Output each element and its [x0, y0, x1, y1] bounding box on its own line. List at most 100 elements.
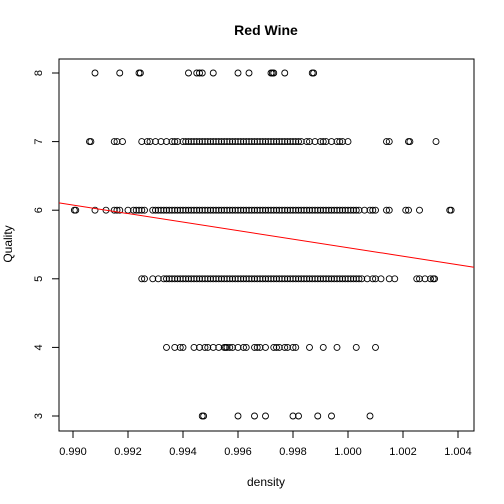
data-point: [333, 206, 341, 214]
data-point: [292, 138, 300, 146]
data-point: [297, 138, 305, 146]
data-point: [319, 138, 327, 146]
data-point: [193, 206, 201, 214]
data-point: [201, 275, 209, 283]
plot-frame: [58, 58, 475, 432]
data-point: [270, 343, 278, 351]
data-point: [330, 206, 338, 214]
x-tick-label: 1.002: [389, 446, 417, 458]
data-point: [251, 275, 258, 283]
data-point: [168, 275, 176, 283]
data-point: [358, 275, 366, 283]
data-point: [234, 206, 242, 214]
data-point: [146, 138, 154, 146]
data-point: [256, 343, 264, 351]
data-point: [286, 138, 294, 146]
data-point: [237, 206, 245, 214]
data-point: [193, 275, 201, 283]
data-point: [251, 206, 258, 214]
data-point: [245, 206, 253, 214]
data-point: [171, 343, 179, 351]
data-point: [229, 138, 236, 146]
data-point: [245, 275, 253, 283]
data-point: [339, 275, 346, 283]
y-tick-label: 4: [33, 344, 45, 350]
x-tick-label: 1.004: [444, 446, 472, 458]
data-point: [300, 275, 308, 283]
data-point: [311, 138, 319, 146]
data-point: [391, 275, 399, 283]
data-point: [281, 138, 289, 146]
data-point: [256, 206, 264, 214]
data-point: [284, 138, 291, 146]
data-point: [113, 206, 121, 214]
data-point: [174, 206, 181, 214]
data-point: [303, 275, 311, 283]
data-point: [295, 275, 302, 283]
data-point: [229, 206, 236, 214]
data-point: [226, 138, 234, 146]
data-point: [350, 206, 357, 214]
data-point: [264, 138, 272, 146]
data-point: [268, 69, 276, 77]
data-point: [240, 206, 247, 214]
data-point: [174, 138, 181, 146]
data-point: [86, 138, 93, 146]
data-point: [160, 275, 168, 283]
data-point: [182, 138, 190, 146]
data-point: [262, 343, 269, 351]
data-point: [234, 412, 242, 420]
data-point: [289, 412, 297, 420]
data-point: [314, 412, 322, 420]
data-point: [176, 275, 184, 283]
data-point: [322, 138, 330, 146]
data-point: [226, 206, 234, 214]
data-point: [406, 138, 414, 146]
data-point: [275, 138, 283, 146]
data-point: [229, 275, 236, 283]
data-point: [289, 275, 297, 283]
data-point: [215, 343, 223, 351]
x-tick-label: 0.990: [59, 446, 87, 458]
data-point: [163, 343, 170, 351]
data-point: [292, 343, 300, 351]
data-point: [383, 206, 390, 214]
data-point: [171, 275, 179, 283]
data-point: [284, 206, 291, 214]
data-point: [248, 138, 256, 146]
data-point: [204, 138, 212, 146]
data-point: [220, 275, 228, 283]
data-point: [242, 275, 250, 283]
data-point: [200, 412, 208, 420]
data-point: [187, 206, 195, 214]
data-point: [149, 275, 157, 283]
data-point: [377, 275, 385, 283]
x-tick-label: 0.998: [279, 446, 307, 458]
data-point: [253, 206, 261, 214]
data-point: [416, 206, 423, 214]
data-point: [185, 69, 192, 77]
data-point: [179, 206, 187, 214]
data-point: [361, 206, 368, 214]
data-point: [226, 343, 234, 351]
data-point: [355, 206, 363, 214]
data-point: [110, 138, 118, 146]
data-point: [317, 275, 324, 283]
data-point: [297, 206, 305, 214]
data-point: [405, 138, 412, 146]
data-point: [259, 138, 267, 146]
data-point: [201, 206, 209, 214]
data-point: [278, 206, 286, 214]
data-point: [187, 138, 195, 146]
data-point: [333, 138, 341, 146]
data-point: [176, 343, 184, 351]
data-point: [171, 206, 179, 214]
data-point: [413, 275, 421, 283]
data-point: [248, 275, 256, 283]
data-point: [223, 343, 231, 351]
data-point: [171, 138, 179, 146]
data-point: [160, 206, 168, 214]
data-point: [292, 206, 300, 214]
x-axis: 0.990 0.992 0.994 0.996 0.998 1.000 1.002 1.004: [59, 430, 472, 458]
data-point: [157, 138, 165, 146]
